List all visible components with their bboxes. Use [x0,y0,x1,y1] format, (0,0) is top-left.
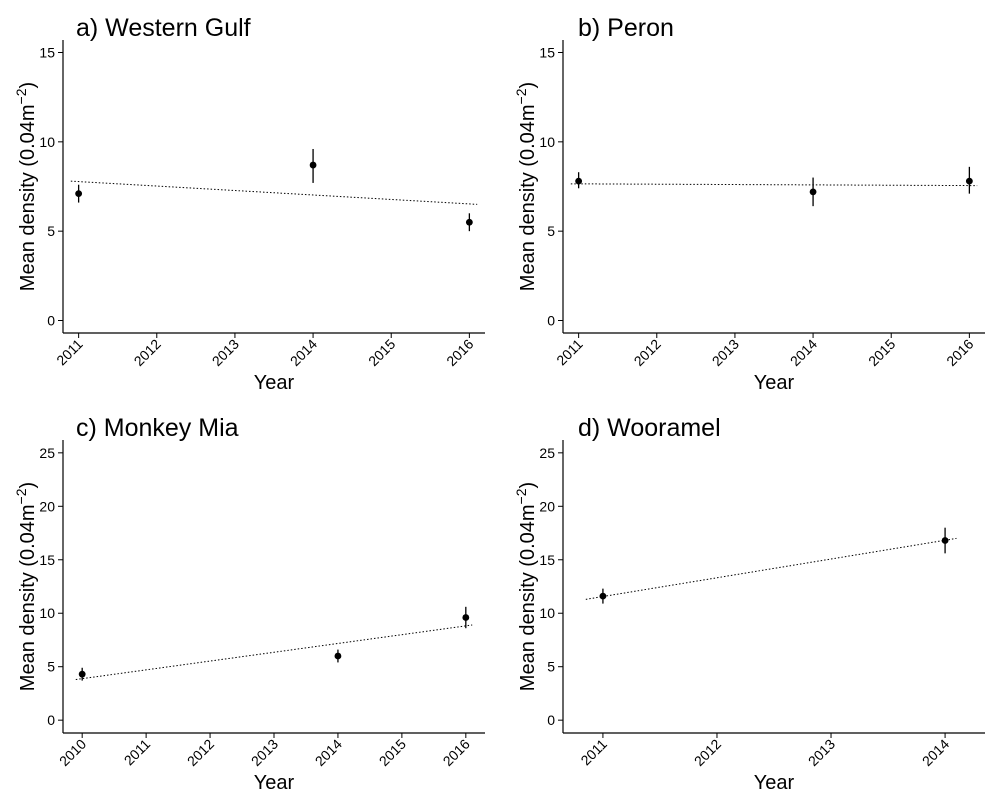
data-point [334,652,342,660]
x-tick-label: 2012 [131,336,164,369]
x-tick-label: 2014 [919,736,952,769]
y-axis-title-close: ) [17,82,39,89]
y-tick-label: 0 [547,712,555,728]
y-tick-label: 20 [39,498,55,514]
trend-line [70,180,478,205]
y-tick-label: 5 [547,223,555,239]
data-point [465,218,473,226]
panel-4: d) Wooramel 0 5 10 15 20 25 2011 2012 2013 2014 Yea… [513,414,985,794]
x-tick-label: 2011 [553,336,586,369]
data-point [462,614,470,621]
y-axis-title-close: ) [517,82,539,89]
y-tick-label: 5 [47,659,55,675]
x-axis-title: Year [254,372,295,394]
x-tick-label: 2015 [365,336,398,369]
data-point [965,177,973,185]
y-axis-title-text: Mean density (0.04m [517,104,539,291]
y-axis-title: Mean density (0.04m−2) [513,82,539,291]
x-tick-label: 2016 [443,336,476,369]
panel-title: d) Wooramel [578,414,721,442]
y-tick-label: 5 [547,659,555,675]
y-axis-title-text: Mean density (0.04m [17,104,39,291]
panel-title: b) Peron [578,14,674,42]
y-axis-title: Mean density (0.04m−2) [13,82,39,291]
data-point [941,537,949,544]
x-axis-title: Year [254,772,295,794]
x-tick-label: 2014 [312,736,345,769]
x-tick-label: 2016 [440,736,473,769]
y-axis-title-text: Mean density (0.04m [517,504,539,691]
y-tick-label: 15 [39,552,55,568]
y-axis-title-close: ) [17,482,39,489]
y-tick-label: 10 [539,134,555,150]
x-axis-title: Year [754,772,795,794]
panel-title: a) Western Gulf [76,14,251,42]
panel-1: a) Western Gulf 0 5 10 15 2011 2012 2013 2014 201… [13,14,485,394]
trend-line [75,624,473,681]
x-tick-label: 2011 [121,736,154,769]
x-tick-label: 2012 [691,736,724,769]
x-tick-label: 2013 [709,336,742,369]
x-tick-label: 2013 [209,336,242,369]
x-tick-label: 2015 [865,336,898,369]
x-tick-label: 2011 [53,336,86,369]
y-tick-label: 5 [47,223,55,239]
x-tick-label: 2015 [376,736,409,769]
y-tick-label: 0 [47,312,55,328]
x-tick-label: 2014 [787,336,820,369]
x-tick-label: 2014 [287,336,320,369]
y-tick-label: 10 [39,134,55,150]
x-tick-label: 2012 [184,736,217,769]
y-axis-title-superscript: −2 [13,488,29,504]
x-axis-title: Year [754,372,795,394]
panel-3: c) Monkey Mia 0 5 10 15 20 25 2010 2011 2012 2013 2… [13,414,485,794]
x-tick-label: 2013 [248,736,281,769]
y-axis-title: Mean density (0.04m−2) [13,482,39,691]
data-point [309,161,317,169]
x-tick-label: 2013 [805,736,838,769]
data-point [75,190,83,198]
trend-line [585,537,957,600]
y-tick-label: 20 [539,498,555,514]
data-point [599,592,607,600]
y-tick-label: 25 [39,445,55,461]
y-tick-label: 0 [547,312,555,328]
y-axis-title-superscript: −2 [13,88,29,104]
panel-title: c) Monkey Mia [76,414,239,442]
x-tick-label: 2016 [943,336,976,369]
y-axis-title: Mean density (0.04m−2) [513,482,539,691]
y-tick-label: 0 [47,712,55,728]
y-tick-label: 25 [539,445,555,461]
y-tick-label: 10 [39,605,55,621]
x-tick-label: 2011 [577,736,610,769]
x-tick-label: 2012 [631,336,664,369]
y-tick-label: 10 [539,605,555,621]
panel-2: b) Peron 0 5 10 15 2011 2012 2013 2014 2015 2016 Ye… [513,14,985,394]
y-axis-title-close: ) [517,482,539,489]
trend-line [570,183,978,187]
y-tick-label: 15 [39,45,55,61]
data-point [575,177,583,185]
y-tick-label: 15 [539,45,555,61]
data-point [809,188,817,196]
y-axis-title-superscript: −2 [513,88,529,104]
x-tick-label: 2010 [56,736,89,769]
y-axis-title-superscript: −2 [513,488,529,504]
y-tick-label: 15 [539,552,555,568]
data-point [78,670,86,678]
y-axis-title-text: Mean density (0.04m [17,504,39,691]
